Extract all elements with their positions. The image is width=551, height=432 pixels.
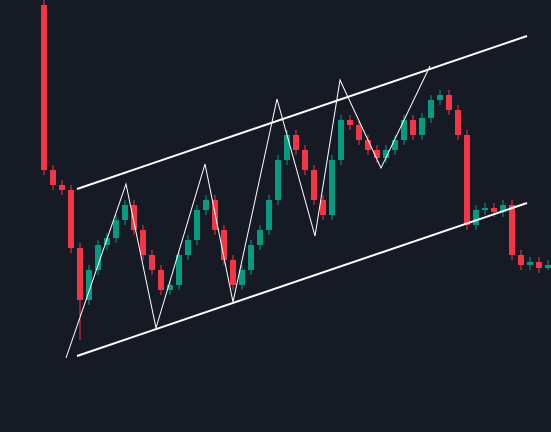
candle-body <box>149 255 155 270</box>
candle-body <box>185 240 191 255</box>
candle-body <box>473 210 479 225</box>
candle-body <box>401 120 407 140</box>
candle-body <box>86 270 92 300</box>
candle-body <box>59 185 65 190</box>
candle-body <box>527 262 533 265</box>
candle-body <box>50 170 56 185</box>
candle-body <box>41 5 47 170</box>
candle-body <box>257 230 263 245</box>
candle-body <box>518 255 524 265</box>
candle-body <box>329 160 335 215</box>
candle-body <box>446 95 452 110</box>
candle-body <box>167 285 173 290</box>
candle-body <box>374 150 380 158</box>
candle-body <box>500 205 506 212</box>
channel-lower <box>76 202 528 357</box>
candle-body <box>68 190 74 248</box>
candle-body <box>131 205 137 230</box>
candle-body <box>338 120 344 160</box>
candle-body <box>302 150 308 170</box>
candle-body <box>203 200 209 210</box>
candle-body <box>113 220 119 238</box>
candle-body <box>311 170 317 200</box>
candle-body <box>428 100 434 118</box>
candle-body <box>347 120 353 125</box>
candle-body <box>284 135 290 160</box>
candle-body <box>356 125 362 140</box>
candle-body <box>122 205 128 220</box>
candle-body <box>320 200 326 215</box>
zigzag-drawing <box>65 65 431 359</box>
candle-body <box>95 245 101 270</box>
candle-body <box>509 205 515 255</box>
candle-body <box>545 265 551 268</box>
candle-body <box>365 140 371 150</box>
candle-body <box>275 160 281 200</box>
candle-body <box>392 140 398 150</box>
candles <box>41 0 551 340</box>
candle-body <box>455 110 461 135</box>
candle-body <box>194 210 200 240</box>
candle-body <box>158 270 164 290</box>
candle-body <box>464 135 470 225</box>
candle-body <box>383 150 389 158</box>
candle-body <box>536 262 542 268</box>
candle-body <box>437 95 443 100</box>
candle-body <box>239 270 245 285</box>
candle-body <box>419 118 425 135</box>
candle-body <box>140 230 146 255</box>
candle-body <box>266 200 272 230</box>
candle-body <box>176 255 182 285</box>
candle-body <box>230 260 236 285</box>
candle-body <box>293 135 299 150</box>
candle-body <box>104 238 110 245</box>
candle-body <box>482 208 488 210</box>
channel-upper <box>76 35 528 190</box>
candle-body <box>491 208 497 212</box>
candle-body <box>248 245 254 270</box>
candle-body <box>410 120 416 135</box>
candle-body <box>77 248 83 300</box>
candle-body <box>221 230 227 260</box>
